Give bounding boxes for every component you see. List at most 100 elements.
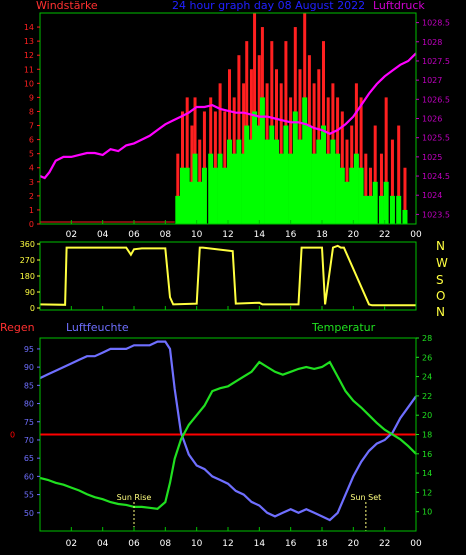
wind-avg-bar xyxy=(292,111,298,224)
wind-gust-bar xyxy=(373,125,377,224)
temperature-ytick-label: 18 xyxy=(422,431,432,440)
humidity-ytick-label: 85 xyxy=(24,381,34,390)
temperature-ytick-label: 12 xyxy=(422,488,432,497)
pressure-ytick-label: 1028 xyxy=(422,38,442,47)
wind-ytick-label: 13 xyxy=(24,37,34,46)
pressure-ytick-label: 1025.5 xyxy=(422,134,450,143)
wind-avg-bar xyxy=(389,195,395,224)
temperature-ytick-label: 14 xyxy=(422,469,432,478)
wind-avg-bar xyxy=(378,195,384,224)
windstarke-label: Windstärke xyxy=(36,0,98,12)
wind-avg-bar xyxy=(349,167,355,224)
compass-w: W xyxy=(436,256,448,270)
wind-gust-bar xyxy=(384,97,388,224)
pressure-ytick-label: 1026 xyxy=(422,115,442,124)
wind-gust-bar xyxy=(185,97,189,224)
wind-gust-bar xyxy=(403,167,407,224)
wind-ytick-label: 4 xyxy=(29,164,34,173)
wind-avg-bar xyxy=(311,153,317,224)
direction-ytick-label: 360 xyxy=(20,240,35,249)
wind-ytick-label: 8 xyxy=(29,107,34,116)
wind-gust-bar xyxy=(354,83,358,224)
humidity-xtick-label: 04 xyxy=(97,539,109,549)
rain-ytick-label: 0 xyxy=(10,431,15,440)
luftfeuchte-label: Luftfeuchte xyxy=(66,321,129,334)
humidity-xtick-label: 12 xyxy=(222,539,233,549)
wind-avg-bar xyxy=(353,153,359,224)
humidity-xtick-label: 18 xyxy=(316,539,328,549)
humidity-xtick-label: 06 xyxy=(128,539,140,549)
wind-xtick-label: 18 xyxy=(316,230,328,240)
wind-avg-bar xyxy=(368,195,373,224)
direction-ytick-label: 180 xyxy=(20,272,35,281)
wind-avg-bar xyxy=(321,125,326,224)
humidity-xtick-label: 20 xyxy=(348,539,360,549)
compass-n-top: N xyxy=(436,239,445,253)
wind-gust-bar xyxy=(312,83,316,224)
wind-avg-bar xyxy=(325,153,331,224)
direction-line xyxy=(39,244,416,307)
wind-avg-bar xyxy=(201,167,207,224)
wind-avg-bar xyxy=(264,139,270,224)
sun-event-label: Sun Rise xyxy=(117,493,152,502)
wind-ytick-label: 9 xyxy=(29,93,34,102)
wind-gust-bar xyxy=(190,125,194,224)
wind-avg-bar xyxy=(278,153,284,224)
pressure-ytick-label: 1026.5 xyxy=(422,95,450,104)
wind-avg-bar xyxy=(212,167,218,224)
temperature-ytick-label: 26 xyxy=(422,353,432,362)
wind-avg-bar xyxy=(184,167,190,224)
wind-avg-bar xyxy=(222,167,228,224)
direction-ytick-label: 0 xyxy=(30,304,35,313)
wind-ytick-label: 6 xyxy=(29,136,34,145)
wind-avg-bar xyxy=(252,111,258,224)
wind-avg-bar xyxy=(259,97,265,224)
wind-gust-bar xyxy=(397,125,401,224)
wind-avg-bar xyxy=(363,195,369,224)
wind-gust-bar xyxy=(364,153,368,224)
pressure-ytick-label: 1027 xyxy=(422,76,442,85)
wind-gust-bar xyxy=(379,153,383,224)
wind-ytick-label: 1 xyxy=(29,206,34,215)
pressure-ytick-label: 1023.5 xyxy=(422,210,450,219)
temperature-ytick-label: 16 xyxy=(422,450,432,459)
humidity-xtick-label: 00 xyxy=(410,539,422,549)
wind-avg-bar xyxy=(402,209,408,224)
humidity-ytick-label: 80 xyxy=(24,400,34,409)
wind-gust-bar xyxy=(176,153,180,224)
wind-gust-bar xyxy=(242,83,246,224)
temperature-ytick-label: 10 xyxy=(422,508,432,517)
direction-frame xyxy=(39,241,417,311)
wind-xtick-label: 02 xyxy=(66,230,77,240)
humidity-xtick-label: 14 xyxy=(254,539,266,549)
wind-avg-bar xyxy=(248,139,254,224)
wind-avg-bar xyxy=(180,167,185,224)
wind-ytick-label: 0 xyxy=(29,220,34,229)
wind-gust-bar xyxy=(279,83,283,224)
humidity-ytick-label: 65 xyxy=(24,454,34,463)
wind-ytick-label: 12 xyxy=(24,51,34,60)
humidity-xtick-label: 22 xyxy=(379,539,390,549)
humidity-ytick-label: 90 xyxy=(24,363,34,372)
wind-avg-bar xyxy=(197,181,203,224)
wind-xtick-label: 04 xyxy=(97,230,109,240)
humidity-xtick-label: 08 xyxy=(160,539,172,549)
wind-xtick-label: 10 xyxy=(191,230,203,240)
wind-avg-bar xyxy=(269,125,275,224)
temperature-ytick-label: 28 xyxy=(422,334,432,343)
pressure-ytick-label: 1024.5 xyxy=(422,172,450,181)
wind-avg-bar xyxy=(231,153,237,224)
wind-xtick-label: 14 xyxy=(254,230,266,240)
wind-ytick-label: 14 xyxy=(24,23,34,32)
wind-ytick-label: 10 xyxy=(24,79,34,88)
wind-xtick-label: 20 xyxy=(348,230,360,240)
direction-ytick-label: 90 xyxy=(25,288,35,297)
humidity-ytick-label: 50 xyxy=(24,509,34,518)
wind-avg-bar xyxy=(302,97,308,224)
wind-avg-bar xyxy=(306,125,312,224)
humidity-ytick-label: 95 xyxy=(24,345,34,354)
sun-event-label: Sun Set xyxy=(350,493,381,502)
wind-avg-bar xyxy=(396,195,402,224)
wind-avg-bar xyxy=(256,125,262,224)
